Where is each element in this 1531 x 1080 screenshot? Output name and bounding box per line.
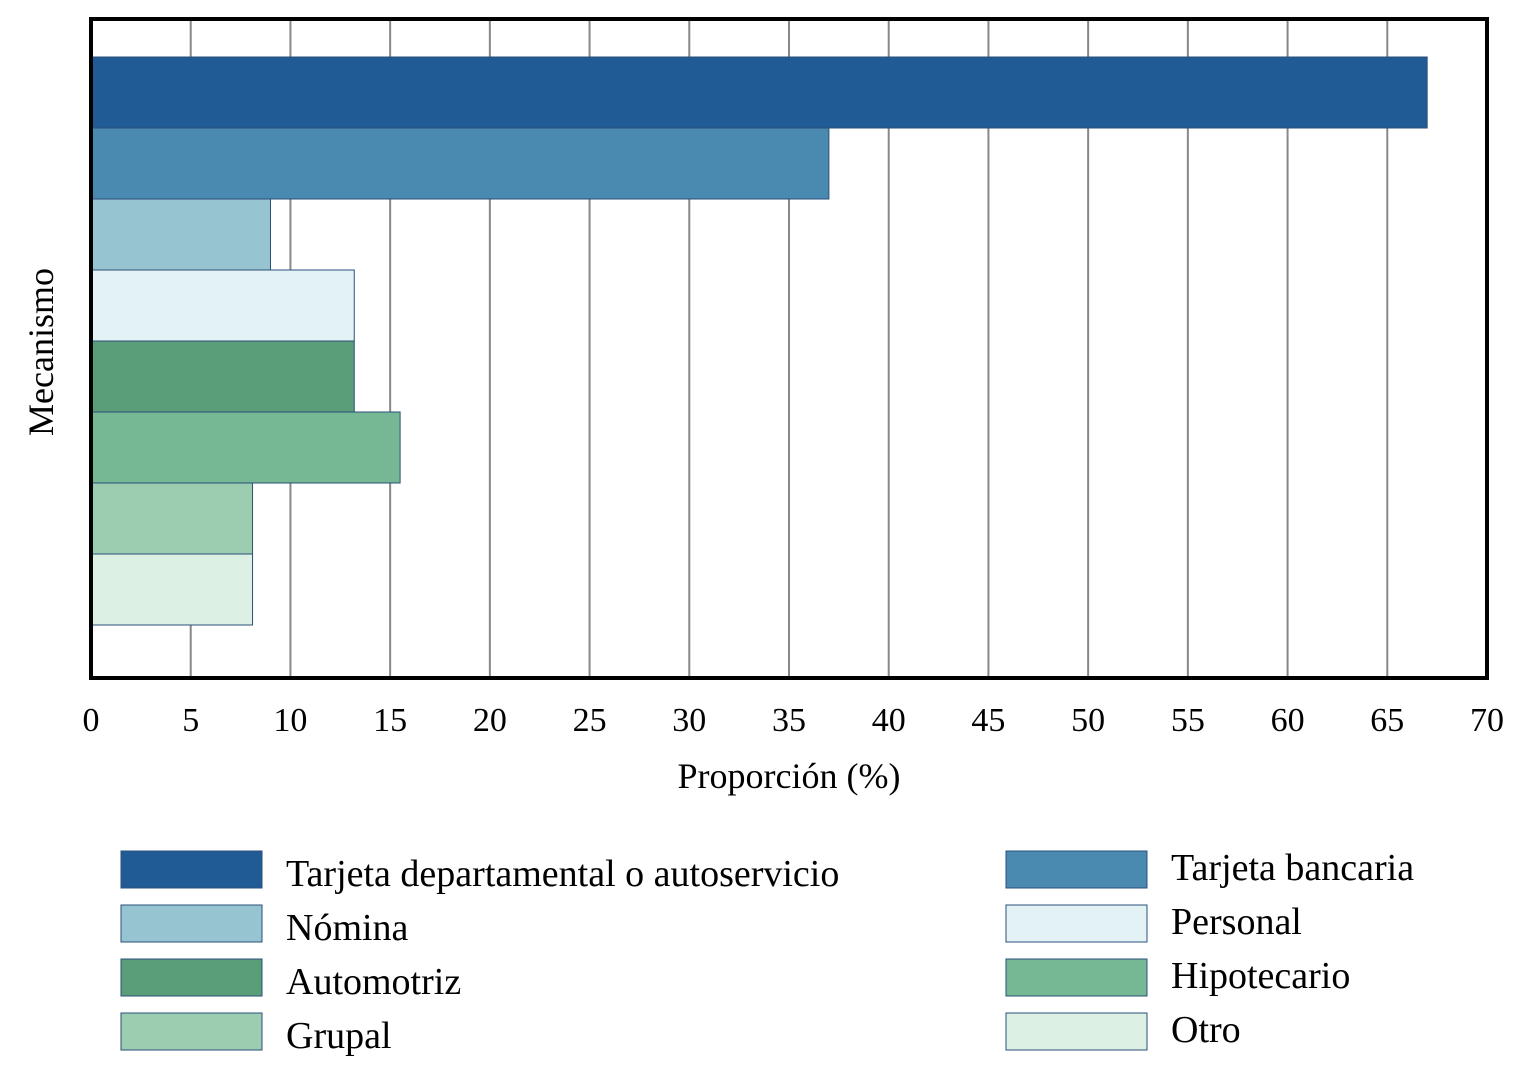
legend-swatch xyxy=(120,958,263,997)
x-tick-label: 35 xyxy=(772,702,806,739)
legend-label: Tarjeta departamental o autoservicio xyxy=(286,853,839,895)
legend-label: Automotriz xyxy=(286,961,461,1003)
x-tick-label: 55 xyxy=(1171,702,1205,739)
legend-label: Grupal xyxy=(286,1015,392,1057)
x-tick-label: 60 xyxy=(1271,702,1305,739)
legend-label: Nómina xyxy=(286,907,409,949)
legend-label: Personal xyxy=(1171,901,1302,943)
x-tick-label: 15 xyxy=(373,702,407,739)
y-axis-title: Mecanismo xyxy=(21,268,61,436)
bar xyxy=(90,127,830,200)
x-tick-label: 5 xyxy=(182,702,199,739)
legend-swatch xyxy=(120,850,263,889)
bar xyxy=(90,198,271,271)
bar xyxy=(90,269,355,342)
x-tick-label: 20 xyxy=(473,702,507,739)
legend-label: Otro xyxy=(1171,1009,1241,1051)
x-axis-title: Proporción (%) xyxy=(678,756,901,796)
legend-label: Hipotecario xyxy=(1171,955,1350,997)
legend-swatch xyxy=(1005,1012,1148,1051)
legend-swatch xyxy=(1005,958,1148,997)
x-tick-label: 45 xyxy=(971,702,1005,739)
x-tick-label: 40 xyxy=(872,702,906,739)
x-tick-label: 65 xyxy=(1370,702,1404,739)
legend-swatch xyxy=(120,904,263,943)
x-tick-label: 70 xyxy=(1470,702,1504,739)
legend: Tarjeta departamental o autoservicio Tarj… xyxy=(120,847,1414,1057)
x-tick-label: 50 xyxy=(1071,702,1105,739)
x-tick-label: 10 xyxy=(273,702,307,739)
bar xyxy=(90,56,1428,129)
bars xyxy=(90,56,1428,626)
bar xyxy=(90,553,254,626)
plot-frame xyxy=(89,17,1489,680)
bar xyxy=(90,340,355,413)
legend-swatch xyxy=(120,1012,263,1051)
x-tick-label: 30 xyxy=(672,702,706,739)
x-tick-label: 0 xyxy=(83,702,100,739)
legend-swatch xyxy=(1005,850,1148,889)
legend-swatch xyxy=(1005,904,1148,943)
bar xyxy=(90,411,401,484)
legend-label: Tarjeta bancaria xyxy=(1171,847,1414,889)
x-tick-label: 25 xyxy=(573,702,607,739)
bar xyxy=(90,482,254,555)
x-tick-labels: 0 5 10 15 20 25 30 35 40 45 50 55 60 65 70 xyxy=(83,702,1505,739)
